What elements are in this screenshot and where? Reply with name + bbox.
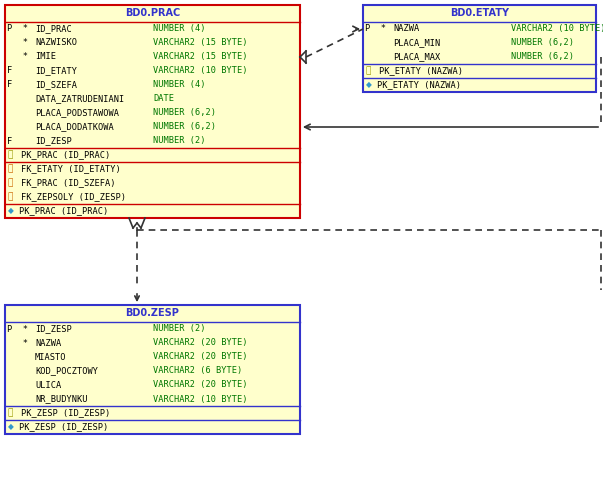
Text: VARCHAR2 (20 BYTE): VARCHAR2 (20 BYTE) [153, 381, 247, 389]
Bar [5, 305, 300, 434]
Text: ◆: ◆ [8, 207, 14, 215]
Text: PK_ETATY (NAZWA): PK_ETATY (NAZWA) [379, 67, 463, 75]
Text: DATE: DATE [153, 94, 174, 104]
Text: ID_ZESP: ID_ZESP [35, 137, 72, 145]
Text: PK_PRAC (ID_PRAC): PK_PRAC (ID_PRAC) [19, 207, 109, 215]
Text: NUMBER (6,2): NUMBER (6,2) [511, 38, 574, 48]
Text: VARCHAR2 (10 BYTE): VARCHAR2 (10 BYTE) [153, 395, 247, 403]
Text: PLACA_DODATKOWA: PLACA_DODATKOWA [35, 122, 114, 132]
Text: ID_PRAC: ID_PRAC [35, 24, 72, 34]
Text: F: F [7, 81, 12, 89]
Text: IMIE: IMIE [35, 52, 56, 62]
Text: ◆: ◆ [8, 422, 14, 432]
Bar [5, 5, 300, 218]
Text: NUMBER (2): NUMBER (2) [153, 137, 206, 145]
Text: BD0.PRAC: BD0.PRAC [125, 8, 180, 18]
Text: VARCHAR2 (15 BYTE): VARCHAR2 (15 BYTE) [153, 52, 247, 62]
Text: *: * [7, 52, 28, 62]
Text: *: * [7, 339, 28, 347]
Text: ⚿: ⚿ [8, 192, 13, 202]
Text: MIASTO: MIASTO [35, 352, 66, 362]
Text: NAZWA: NAZWA [393, 24, 419, 34]
Text: PK_ZESP (ID_ZESP): PK_ZESP (ID_ZESP) [19, 422, 109, 432]
Text: NAZWA: NAZWA [35, 339, 62, 347]
Text: ID_ZESP: ID_ZESP [35, 325, 72, 333]
Text: F: F [7, 137, 12, 145]
Text: NUMBER (4): NUMBER (4) [153, 24, 206, 34]
Text: ◆: ◆ [366, 81, 372, 89]
Text: VARCHAR2 (6 BYTE): VARCHAR2 (6 BYTE) [153, 366, 242, 376]
Text: FK_ZEPSOLY (ID_ZESP): FK_ZEPSOLY (ID_ZESP) [21, 192, 126, 202]
Text: KOD_POCZTOWY: KOD_POCZTOWY [35, 366, 98, 376]
Text: ⚿: ⚿ [8, 164, 13, 174]
Text: BD0.ZESP: BD0.ZESP [125, 309, 180, 318]
Text: F: F [7, 67, 12, 75]
Text: NUMBER (6,2): NUMBER (6,2) [153, 122, 216, 132]
Text: P  *: P * [7, 325, 28, 333]
Text: PK_ETATY (NAZWA): PK_ETATY (NAZWA) [377, 81, 461, 89]
Text: ⚿: ⚿ [8, 409, 13, 417]
Text: PLACA_MAX: PLACA_MAX [393, 52, 440, 62]
Text: VARCHAR2 (10 BYTE): VARCHAR2 (10 BYTE) [511, 24, 603, 34]
Text: NAZWISKO: NAZWISKO [35, 38, 77, 48]
Text: P  *: P * [7, 24, 28, 34]
Text: DATA_ZATRUDENIANI: DATA_ZATRUDENIANI [35, 94, 124, 104]
Text: ID_SZEFA: ID_SZEFA [35, 81, 77, 89]
Text: NUMBER (2): NUMBER (2) [153, 325, 206, 333]
Text: ⚿: ⚿ [366, 67, 371, 75]
Text: VARCHAR2 (20 BYTE): VARCHAR2 (20 BYTE) [153, 352, 247, 362]
Text: *: * [7, 38, 28, 48]
Text: ID_ETATY: ID_ETATY [35, 67, 77, 75]
Text: FK_ETATY (ID_ETATY): FK_ETATY (ID_ETATY) [21, 164, 121, 174]
Bar [363, 5, 596, 92]
Text: ULICA: ULICA [35, 381, 62, 389]
Text: NUMBER (6,2): NUMBER (6,2) [153, 108, 216, 118]
Text: ⚿: ⚿ [8, 178, 13, 188]
Text: FK_PRAC (ID_SZEFA): FK_PRAC (ID_SZEFA) [21, 178, 116, 188]
Text: P  *: P * [365, 24, 386, 34]
Text: PK_ZESP (ID_ZESP): PK_ZESP (ID_ZESP) [21, 409, 110, 417]
Text: NUMBER (4): NUMBER (4) [153, 81, 206, 89]
Text: PK_PRAC (ID_PRAC): PK_PRAC (ID_PRAC) [21, 151, 110, 159]
Text: NUMBER (6,2): NUMBER (6,2) [511, 52, 574, 62]
Text: NR_BUDYNKU: NR_BUDYNKU [35, 395, 87, 403]
Text: PLACA_PODSTAWOWA: PLACA_PODSTAWOWA [35, 108, 119, 118]
Text: BD0.ETATY: BD0.ETATY [450, 8, 509, 18]
Text: VARCHAR2 (10 BYTE): VARCHAR2 (10 BYTE) [153, 67, 247, 75]
Text: ⚿: ⚿ [8, 151, 13, 159]
Text: VARCHAR2 (15 BYTE): VARCHAR2 (15 BYTE) [153, 38, 247, 48]
Text: PLACA_MIN: PLACA_MIN [393, 38, 440, 48]
Text: VARCHAR2 (20 BYTE): VARCHAR2 (20 BYTE) [153, 339, 247, 347]
